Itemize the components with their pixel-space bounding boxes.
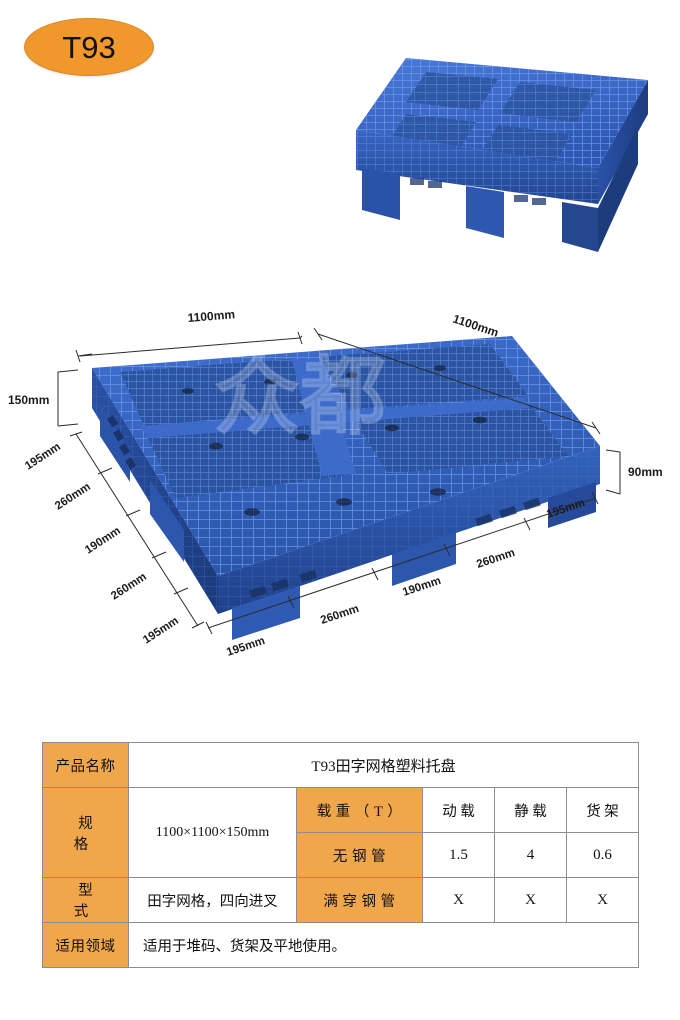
cell-no-steel-rack: 0.6: [565, 832, 640, 878]
cell-product-name-label: 产品名称: [42, 742, 129, 788]
cell-load-col-static: 静 载: [494, 787, 567, 833]
cell-load-col-dynamic: 动 载: [422, 787, 495, 833]
cell-no-steel-label: 无 钢 管: [296, 832, 423, 878]
cell-type-value: 田字网格，四向进叉: [128, 877, 297, 923]
cell-full-steel-rack: X: [565, 877, 640, 923]
cell-product-name-value: T93田字网格塑料托盘: [127, 742, 640, 788]
diagram-watermark: 众都: [214, 347, 386, 447]
specification-table: 产品名称 T93田字网格塑料托盘 规 格 1100×1100×150mm 载 重…: [42, 742, 640, 968]
dim-left-195-a: 195mm: [23, 441, 63, 473]
product-code-label: T93: [62, 29, 116, 65]
cell-no-steel-static: 4: [494, 832, 567, 878]
dimensioned-diagram: 众都 1100: [0, 276, 680, 696]
table-row-product-name: 产品名称 T93田字网格塑料托盘: [42, 742, 640, 788]
dim-left-260-b: 260mm: [109, 571, 149, 603]
dim-bottom-195-a: 195mm: [225, 635, 266, 659]
cell-full-steel-dynamic: X: [422, 877, 495, 923]
dim-top-right-1100: 1100mm: [451, 312, 500, 340]
dim-left-195-b: 195mm: [141, 615, 181, 647]
pallet-photo-illustration: [356, 58, 648, 252]
table-row-type: 型 式 田字网格，四向进叉 满 穿 钢 管 X X X: [42, 877, 640, 923]
dim-left-height-150: 150mm: [8, 393, 49, 407]
dim-top-left-1100: 1100mm: [187, 307, 235, 325]
product-code-badge: T93: [24, 18, 154, 76]
dim-left-260-a: 260mm: [53, 481, 93, 513]
cell-field-value: 适用于堆码、货架及平地使用。: [127, 922, 640, 968]
pallet-dimension-illustration: 众都 1100: [8, 307, 663, 659]
cell-load-col-rack: 货 架: [565, 787, 640, 833]
dim-right-height-90: 90mm: [628, 465, 663, 479]
dim-bottom-260-a: 260mm: [319, 603, 360, 627]
table-row-application: 适用领域 适用于堆码、货架及平地使用。: [42, 922, 640, 968]
dim-bottom-260-b: 260mm: [475, 547, 516, 571]
cell-full-steel-static: X: [494, 877, 567, 923]
cell-field-label: 适用领域: [42, 922, 129, 968]
cell-spec-label: 规 格: [42, 787, 140, 878]
table-row-load-header: 规 格 1100×1100×150mm 载 重 （ T ） 动 载 静 载 货 …: [42, 787, 640, 878]
cell-load-label: 载 重 （ T ）: [296, 787, 423, 833]
cell-type-label: 型 式: [42, 877, 140, 923]
product-photo: [348, 52, 666, 264]
cell-spec-value: 1100×1100×150mm: [128, 787, 297, 878]
cell-no-steel-dynamic: 1.5: [422, 832, 495, 878]
table-row-no-steel: 无 钢 管 1.5 4 0.6: [43, 832, 640, 878]
dim-left-190: 190mm: [83, 525, 123, 557]
cell-full-steel-label: 满 穿 钢 管: [296, 877, 423, 923]
